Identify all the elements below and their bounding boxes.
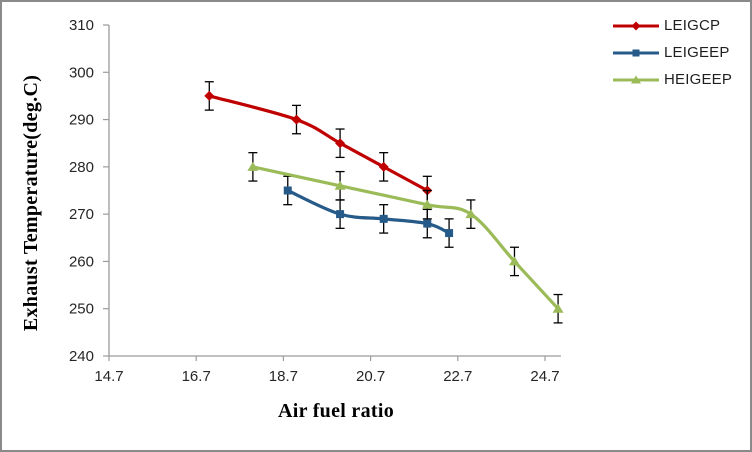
triangle-marker xyxy=(334,180,346,190)
legend-label: LEIGEEP xyxy=(664,44,730,61)
triangle-marker xyxy=(508,256,520,266)
x-tick-label: 16.7 xyxy=(182,368,211,385)
legend-swatch-triangle-icon xyxy=(613,75,659,83)
square-marker xyxy=(379,214,388,223)
square-marker xyxy=(632,49,640,56)
y-tick-label: 290 xyxy=(69,112,94,129)
diamond-marker xyxy=(335,138,346,149)
series-line xyxy=(251,165,560,311)
legend-item-heigeep: HEIGEEP xyxy=(612,66,732,93)
diamond-marker xyxy=(204,90,215,101)
square-marker xyxy=(445,229,454,238)
diamond-marker xyxy=(291,114,302,125)
x-tick-label: 18.7 xyxy=(269,368,298,385)
y-axis-title: Exhaust Temperature(deg.C) xyxy=(20,74,42,332)
x-tick-label: 22.7 xyxy=(443,368,472,385)
legend-swatch-diamond-icon xyxy=(613,21,659,30)
series-leigcp xyxy=(204,81,433,206)
x-tick-label: 20.7 xyxy=(356,368,385,385)
y-tick-label: 280 xyxy=(69,159,94,176)
y-tick-label: 240 xyxy=(69,348,94,365)
legend-label: LEIGCP xyxy=(664,17,721,34)
series-line xyxy=(207,94,429,193)
series-heigeep xyxy=(247,152,564,324)
square-marker xyxy=(336,210,345,219)
x-tick-label: 14.7 xyxy=(94,368,123,385)
legend: LEIGCP LEIGEEP HEIGEEP xyxy=(612,12,732,93)
square-marker xyxy=(283,186,292,195)
legend-swatch-square-icon xyxy=(613,49,659,56)
legend-label: HEIGEEP xyxy=(664,71,733,88)
x-tick-label: 24.7 xyxy=(530,368,559,385)
y-tick-label: 300 xyxy=(69,64,94,81)
y-tick-label: 260 xyxy=(69,253,94,270)
diamond-marker xyxy=(378,161,389,172)
diamond-marker xyxy=(631,21,641,30)
triangle-marker xyxy=(465,209,477,219)
legend-item-leigeep: LEIGEEP xyxy=(612,39,732,66)
triangle-marker xyxy=(421,199,433,209)
triangle-marker xyxy=(552,303,564,313)
triangle-marker xyxy=(247,161,259,171)
triangle-marker xyxy=(631,75,641,83)
y-tick-label: 250 xyxy=(69,301,94,318)
legend-item-leigcp: LEIGCP xyxy=(612,12,732,39)
y-tick-label: 270 xyxy=(69,206,94,223)
y-tick-label: 310 xyxy=(69,17,94,34)
square-marker xyxy=(423,219,432,228)
series-leigeep xyxy=(283,175,454,248)
x-axis-title: Air fuel ratio xyxy=(277,400,395,422)
